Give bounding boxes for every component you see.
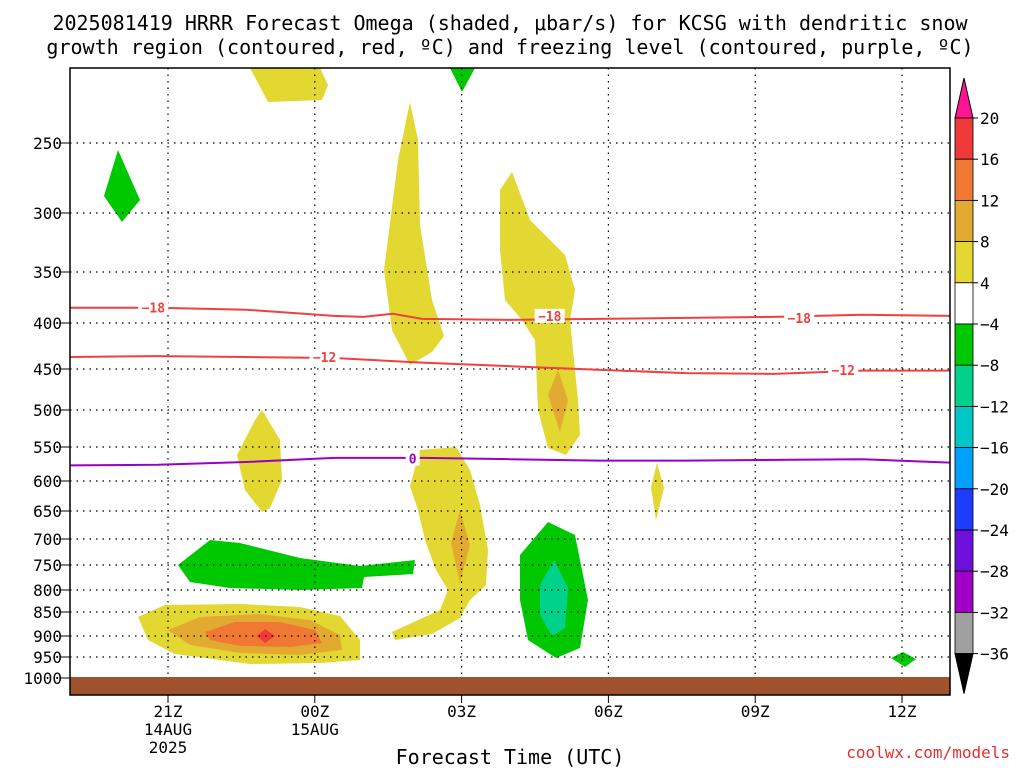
y-tick-label: 750 bbox=[33, 556, 62, 575]
colorbar-top-arrow bbox=[954, 77, 974, 119]
chart-title-line2: growth region (contoured, red, ºC) and f… bbox=[46, 35, 973, 59]
colorbar-label: −12 bbox=[980, 397, 1009, 416]
colorbar-swatch bbox=[954, 570, 974, 613]
colorbar-swatch bbox=[954, 117, 974, 160]
ground-surface bbox=[70, 677, 950, 695]
omega-region-green bbox=[104, 150, 140, 222]
colorbar-swatch bbox=[954, 447, 974, 490]
x-axis-label: Forecast Time (UTC) bbox=[396, 745, 625, 768]
colorbar-label: −28 bbox=[980, 562, 1009, 581]
isotherm-line bbox=[69, 456, 951, 467]
isotherm-label-bg bbox=[828, 362, 859, 377]
x-tick-label: 06Z bbox=[594, 702, 623, 721]
y-axis: 250 300 350 400 450 500 550 600 650 700 750 800 850 9… bbox=[23, 134, 70, 688]
colorbar-swatch bbox=[954, 364, 974, 407]
colorbar-swatch bbox=[954, 405, 974, 448]
isotherm-label: 0 bbox=[409, 453, 417, 468]
y-tick-label: 400 bbox=[33, 314, 62, 333]
colorbar-label: −20 bbox=[980, 480, 1009, 499]
grid bbox=[70, 68, 950, 695]
x-tick-date: 14AUG bbox=[144, 720, 192, 739]
isotherm-label-bg bbox=[784, 310, 815, 325]
y-tick-label: 950 bbox=[33, 648, 62, 667]
omega-region-green bbox=[178, 540, 415, 590]
colorbar-label: 12 bbox=[980, 191, 999, 210]
isotherm-label-bg bbox=[309, 350, 340, 365]
colorbar-label: −32 bbox=[980, 603, 1009, 622]
omega-shading bbox=[104, 68, 916, 667]
x-tick-year: 2025 bbox=[149, 738, 188, 757]
omega-region-yellow bbox=[392, 447, 488, 640]
x-tick-label: 03Z bbox=[447, 702, 476, 721]
colorbar-swatch bbox=[954, 612, 974, 655]
y-tick-label: 250 bbox=[33, 134, 62, 153]
omega-region-yellow bbox=[384, 102, 444, 365]
y-tick-label: 800 bbox=[33, 581, 62, 600]
colorbar-bottom-arrow bbox=[954, 653, 974, 694]
colorbar-label: 16 bbox=[980, 150, 999, 169]
omega-region-yellow bbox=[651, 463, 664, 520]
y-tick-label: 700 bbox=[33, 530, 62, 549]
y-tick-label: 300 bbox=[33, 204, 62, 223]
isotherm-label: −18 bbox=[538, 310, 562, 325]
colorbar: 20 16 12 8 4 −4 −8 −12 −16 −20 −24 −28 −32 −36 bbox=[954, 77, 1009, 694]
isotherm-label: −12 bbox=[313, 351, 336, 366]
isotherm-label-bg bbox=[534, 308, 565, 323]
omega-region-gold bbox=[451, 510, 470, 583]
omega-region-green bbox=[450, 68, 475, 92]
x-tick-date: 15AUG bbox=[291, 720, 339, 739]
omega-region-teal bbox=[540, 560, 568, 636]
y-tick-label: 850 bbox=[33, 603, 62, 622]
y-tick-label: 650 bbox=[33, 502, 62, 521]
colorbar-label: −8 bbox=[980, 356, 999, 375]
isotherm-line bbox=[70, 306, 951, 321]
plot-frame bbox=[69, 67, 951, 696]
isotherm-label: −18 bbox=[787, 312, 811, 327]
y-tick-label: 550 bbox=[33, 438, 62, 457]
y-tick-label: 350 bbox=[33, 263, 62, 282]
colorbar-swatch bbox=[954, 323, 974, 366]
isotherm-label: −12 bbox=[832, 364, 855, 379]
y-tick-label: 600 bbox=[33, 472, 62, 491]
isotherm-label: −18 bbox=[142, 302, 166, 317]
omega-region-gold bbox=[548, 370, 568, 432]
colorbar-swatch bbox=[954, 529, 974, 572]
colorbar-label: 8 bbox=[980, 233, 990, 252]
isotherm-label-bg bbox=[405, 451, 420, 466]
colorbar-label: −4 bbox=[980, 315, 999, 334]
y-tick-label: 1000 bbox=[23, 669, 62, 688]
chart-title-line1: 2025081419 HRRR Forecast Omega (shaded, … bbox=[52, 11, 968, 35]
colorbar-label: −16 bbox=[980, 439, 1009, 458]
credit-text: coolwx.com/models bbox=[846, 743, 1010, 762]
y-tick-label: 450 bbox=[33, 360, 62, 379]
omega-region-yellow bbox=[250, 68, 328, 102]
isotherm-line bbox=[69, 355, 950, 375]
colorbar-label: −24 bbox=[980, 521, 1009, 540]
y-tick-label: 500 bbox=[33, 401, 62, 420]
colorbar-swatch bbox=[954, 158, 974, 201]
x-tick-label: 00Z bbox=[300, 702, 329, 721]
x-tick-label: 12Z bbox=[888, 702, 917, 721]
colorbar-swatch bbox=[954, 282, 974, 325]
colorbar-swatch bbox=[954, 488, 974, 531]
x-tick-label: 21Z bbox=[154, 702, 183, 721]
isotherm-label-bg bbox=[138, 300, 169, 315]
isotherm-contours: −18 −18 −18 −12 −12 0 bbox=[69, 300, 951, 468]
colorbar-label: 20 bbox=[980, 109, 999, 128]
x-tick-label: 09Z bbox=[741, 702, 770, 721]
colorbar-label: −36 bbox=[980, 645, 1009, 664]
colorbar-swatch bbox=[954, 241, 974, 284]
omega-region-green bbox=[891, 652, 916, 667]
y-tick-label: 900 bbox=[33, 627, 62, 646]
colorbar-swatch bbox=[954, 199, 974, 242]
colorbar-label: 4 bbox=[980, 274, 990, 293]
